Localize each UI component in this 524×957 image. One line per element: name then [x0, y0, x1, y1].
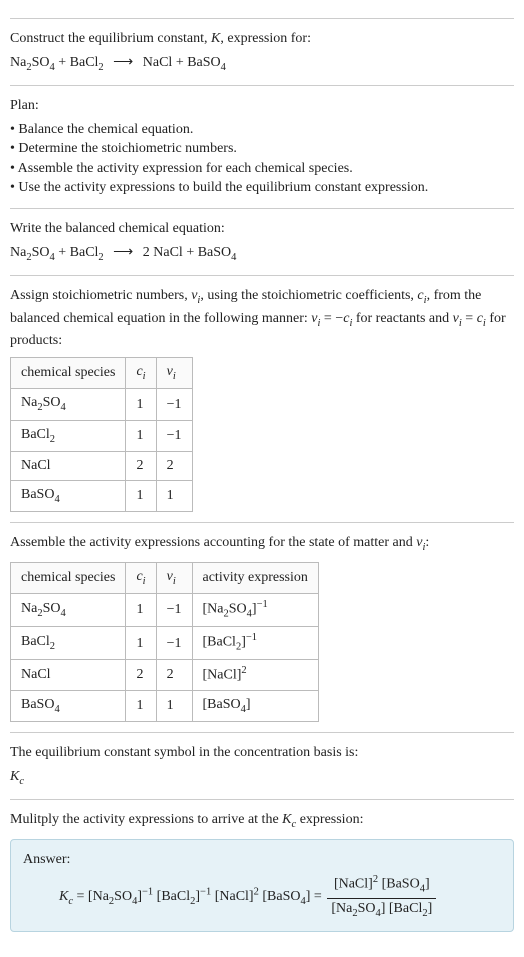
- cell-c: 1: [126, 480, 156, 511]
- cell-species: Na2SO4: [11, 389, 126, 420]
- activity-title: Assemble the activity expressions accoun…: [10, 533, 514, 555]
- cell-nu: −1: [156, 389, 192, 420]
- cell-activity: [BaCl2]−1: [192, 627, 318, 660]
- plan-section: Plan: Balance the chemical equation. Det…: [10, 85, 514, 198]
- cell-species: BaCl2: [11, 627, 126, 660]
- species: BaCl2: [70, 55, 104, 70]
- species: BaCl2: [70, 245, 104, 260]
- plan-item: Assemble the activity expression for eac…: [10, 159, 514, 179]
- answer-box: Answer: Kc = [Na2SO4]−1 [BaCl2]−1 [NaCl]…: [10, 839, 514, 932]
- cell-species: NaCl: [11, 660, 126, 690]
- species: Na2SO4: [10, 55, 55, 70]
- intro-text-a: Construct the equilibrium constant,: [10, 31, 211, 46]
- plan-item: Balance the chemical equation.: [10, 120, 514, 140]
- cell-species: BaSO4: [11, 480, 126, 511]
- cell-activity: [BaSO4]: [192, 690, 318, 721]
- term: [NaCl]2: [215, 889, 259, 904]
- col-header: νi: [156, 357, 192, 388]
- final-title: Mulitply the activity expressions to arr…: [10, 810, 514, 832]
- species: Na2SO4: [10, 245, 55, 260]
- table-row: Na2SO4 1 −1: [11, 389, 193, 420]
- stoich-text: Assign stoichiometric numbers, νi, using…: [10, 286, 514, 351]
- intro-K: K: [211, 31, 220, 46]
- balanced-title: Write the balanced chemical equation:: [10, 219, 514, 239]
- cell-c: 1: [126, 389, 156, 420]
- plan-title: Plan:: [10, 96, 514, 116]
- species: BaSO4: [187, 55, 226, 70]
- stoich-table: chemical species ci νi Na2SO4 1 −1 BaCl2…: [10, 357, 193, 513]
- numerator: [NaCl]2 [BaSO4]: [327, 873, 436, 898]
- cell-activity: [Na2SO4]−1: [192, 594, 318, 627]
- arrow-icon: ⟶: [107, 245, 139, 260]
- col-header: ci: [126, 357, 156, 388]
- cell-c: 1: [126, 420, 156, 451]
- cell-c: 2: [126, 452, 156, 481]
- intro-section: Construct the equilibrium constant, K, e…: [10, 18, 514, 75]
- symbol-text: The equilibrium constant symbol in the c…: [10, 743, 514, 763]
- term: [Na2SO4]−1: [88, 889, 153, 904]
- species: BaSO4: [198, 245, 237, 260]
- cell-c: 1: [126, 594, 156, 627]
- answer-equation: Kc = [Na2SO4]−1 [BaCl2]−1 [NaCl]2 [BaSO4…: [23, 873, 501, 921]
- col-header: νi: [156, 562, 192, 593]
- activity-section: Assemble the activity expressions accoun…: [10, 522, 514, 722]
- arrow-icon: ⟶: [107, 55, 139, 70]
- cell-species: BaCl2: [11, 420, 126, 451]
- col-header: ci: [126, 562, 156, 593]
- table-header-row: chemical species ci νi: [11, 357, 193, 388]
- cell-nu: −1: [156, 627, 192, 660]
- cell-nu: −1: [156, 594, 192, 627]
- plan-item: Use the activity expressions to build th…: [10, 178, 514, 198]
- table-row: BaSO4 1 1 [BaSO4]: [11, 690, 319, 721]
- plan-item: Determine the stoichiometric numbers.: [10, 139, 514, 159]
- cell-c: 2: [126, 660, 156, 690]
- answer-label: Answer:: [23, 850, 501, 870]
- table-row: Na2SO4 1 −1 [Na2SO4]−1: [11, 594, 319, 627]
- cell-nu: 2: [156, 452, 192, 481]
- cell-species: BaSO4: [11, 690, 126, 721]
- cell-c: 1: [126, 690, 156, 721]
- table-row: NaCl 2 2: [11, 452, 193, 481]
- final-section: Mulitply the activity expressions to arr…: [10, 799, 514, 932]
- cell-activity: [NaCl]2: [192, 660, 318, 690]
- symbol-section: The equilibrium constant symbol in the c…: [10, 732, 514, 789]
- cell-species: Na2SO4: [11, 594, 126, 627]
- term: [BaCl2]−1: [157, 889, 212, 904]
- term: [BaSO4]: [262, 889, 310, 904]
- table-row: BaCl2 1 −1 [BaCl2]−1: [11, 627, 319, 660]
- cell-nu: 1: [156, 480, 192, 511]
- activity-table: chemical species ci νi activity expressi…: [10, 562, 319, 723]
- table-row: BaCl2 1 −1: [11, 420, 193, 451]
- denominator: [Na2SO4] [BaCl2]: [327, 899, 436, 921]
- table-row: NaCl 2 2 [NaCl]2: [11, 660, 319, 690]
- table-row: BaSO4 1 1: [11, 480, 193, 511]
- fraction: [NaCl]2 [BaSO4][Na2SO4] [BaCl2]: [327, 873, 436, 921]
- species: NaCl: [153, 245, 183, 260]
- cell-nu: 2: [156, 660, 192, 690]
- intro-line: Construct the equilibrium constant, K, e…: [10, 29, 514, 49]
- table-header-row: chemical species ci νi activity expressi…: [11, 562, 319, 593]
- species: NaCl: [143, 55, 173, 70]
- cell-nu: 1: [156, 690, 192, 721]
- intro-text-b: , expression for:: [220, 31, 311, 46]
- symbol-kc: Kc: [10, 767, 514, 789]
- plan-list: Balance the chemical equation. Determine…: [10, 120, 514, 198]
- cell-c: 1: [126, 627, 156, 660]
- col-header: activity expression: [192, 562, 318, 593]
- intro-equation: Na2SO4 + BaCl2 ⟶ NaCl + BaSO4: [10, 53, 514, 75]
- cell-nu: −1: [156, 420, 192, 451]
- coefficient: 2: [143, 245, 154, 260]
- balanced-section: Write the balanced chemical equation: Na…: [10, 208, 514, 265]
- col-header: chemical species: [11, 357, 126, 388]
- col-header: chemical species: [11, 562, 126, 593]
- stoich-section: Assign stoichiometric numbers, νi, using…: [10, 275, 514, 512]
- cell-species: NaCl: [11, 452, 126, 481]
- balanced-equation: Na2SO4 + BaCl2 ⟶ 2 NaCl + BaSO4: [10, 243, 514, 265]
